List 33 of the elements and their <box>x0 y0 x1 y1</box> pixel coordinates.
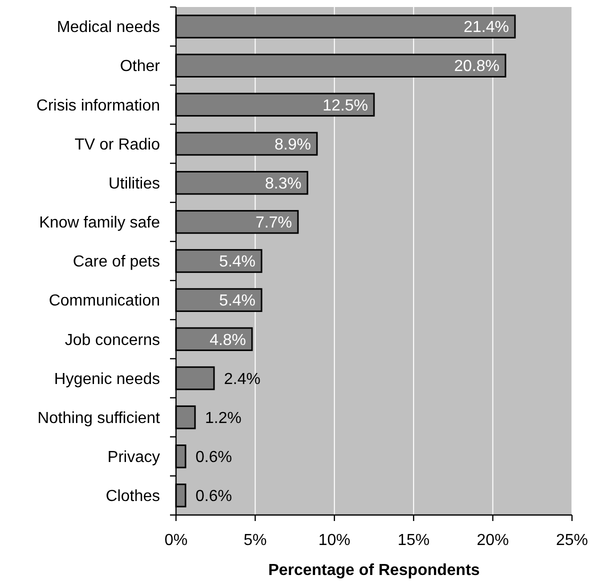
y-tick-label: Know family safe <box>39 214 160 232</box>
y-tick-label: Utilities <box>108 175 160 192</box>
y-tick-label: Job concerns <box>64 332 160 349</box>
data-label: 5.4% <box>219 254 256 271</box>
y-tick-label: Communication <box>48 292 160 310</box>
data-label: 5.4% <box>219 292 256 310</box>
y-tick-label: Privacy <box>108 448 160 466</box>
data-label: 0.6% <box>196 488 232 506</box>
data-label: 0.6% <box>196 448 232 466</box>
x-tick-label: 10% <box>318 532 350 549</box>
y-tick-label: Medical needs <box>56 19 160 36</box>
data-label: 4.8% <box>210 332 246 349</box>
y-tick-label: Care of pets <box>72 254 160 271</box>
data-label: 8.3% <box>265 175 302 192</box>
data-label: 20.8% <box>454 58 500 76</box>
y-tick-label: Clothes <box>106 488 160 506</box>
x-tick-label: 20% <box>476 532 509 549</box>
data-label: 21.4% <box>464 19 509 36</box>
y-tick-label: Crisis information <box>36 97 160 114</box>
x-tick-label: 25% <box>556 532 588 549</box>
y-tick-label: TV or Radio <box>74 136 160 154</box>
x-axis-title: Percentage of Respondents <box>268 562 480 579</box>
y-tick-label: Other <box>120 58 161 76</box>
x-tick-label: 5% <box>244 532 267 549</box>
data-label: 2.4% <box>224 370 260 388</box>
y-tick-label: Hygenic needs <box>54 370 160 388</box>
data-label: 1.2% <box>205 410 242 427</box>
y-tick-label: Nothing sufficient <box>38 410 161 427</box>
data-label: 7.7% <box>256 214 292 232</box>
x-tick-label: 15% <box>398 532 430 549</box>
data-label: 8.9% <box>274 136 311 154</box>
x-tick-label: 0% <box>164 532 188 549</box>
data-label: 12.5% <box>322 97 368 114</box>
